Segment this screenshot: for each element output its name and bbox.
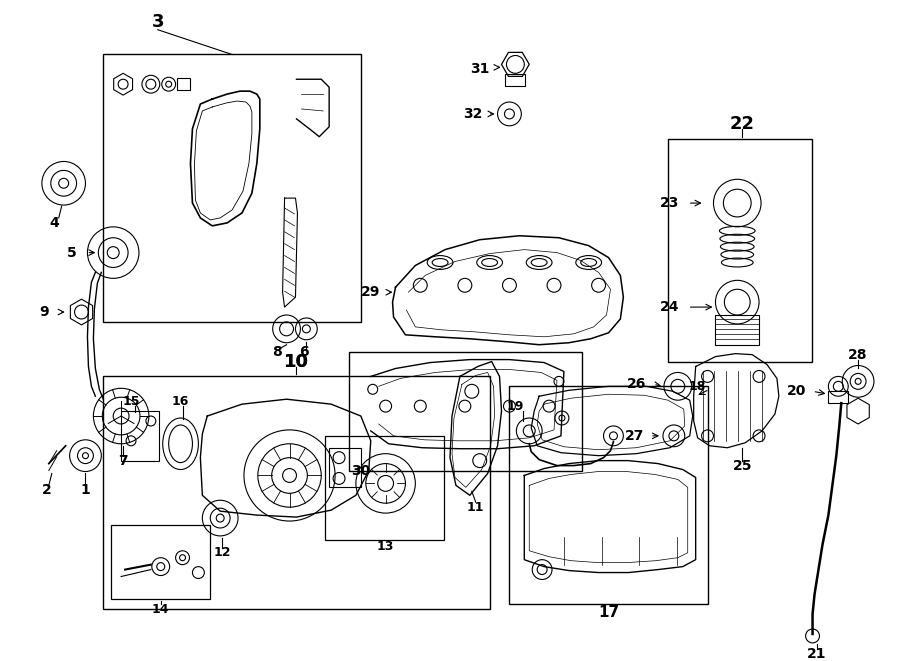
Text: 27: 27: [625, 429, 643, 443]
Text: 32: 32: [464, 107, 482, 121]
Text: 5: 5: [67, 246, 76, 260]
Bar: [176, 78, 191, 90]
Bar: [104, 54, 361, 322]
Text: 24: 24: [661, 300, 680, 314]
Text: 13: 13: [377, 540, 394, 553]
Text: 17: 17: [598, 605, 619, 619]
Text: 7: 7: [118, 453, 128, 467]
Text: 30: 30: [351, 463, 371, 477]
Bar: [506, 74, 526, 86]
Text: 19: 19: [507, 400, 524, 412]
Text: 26: 26: [626, 377, 646, 391]
Text: 12: 12: [213, 546, 231, 559]
Bar: [828, 391, 848, 403]
Text: 10: 10: [284, 352, 309, 371]
Bar: [112, 525, 211, 600]
Text: 29: 29: [361, 285, 381, 299]
Text: 2: 2: [42, 483, 51, 497]
Text: 9: 9: [39, 305, 49, 319]
Text: 22: 22: [730, 115, 755, 133]
Text: 16: 16: [172, 395, 189, 408]
Text: 21: 21: [806, 646, 826, 661]
Text: 1: 1: [81, 483, 90, 497]
Text: 8: 8: [272, 344, 282, 359]
Text: 3: 3: [151, 13, 164, 31]
Text: 10: 10: [284, 352, 309, 371]
Bar: [349, 352, 581, 471]
Text: 28: 28: [849, 348, 868, 362]
Bar: [716, 315, 759, 345]
Bar: [104, 376, 490, 609]
Text: 31: 31: [470, 62, 490, 76]
Bar: [509, 386, 707, 604]
Text: 14: 14: [152, 603, 169, 615]
Text: 20: 20: [787, 384, 806, 399]
Text: 4: 4: [49, 216, 58, 230]
Text: 23: 23: [661, 196, 680, 210]
Text: 6: 6: [300, 344, 310, 359]
Bar: [668, 139, 812, 362]
Bar: [329, 447, 361, 487]
Text: 15: 15: [122, 395, 140, 408]
Text: 18: 18: [689, 380, 706, 393]
Text: 25: 25: [733, 459, 752, 473]
Text: 11: 11: [467, 500, 484, 514]
Bar: [122, 411, 158, 461]
Bar: [325, 436, 444, 540]
